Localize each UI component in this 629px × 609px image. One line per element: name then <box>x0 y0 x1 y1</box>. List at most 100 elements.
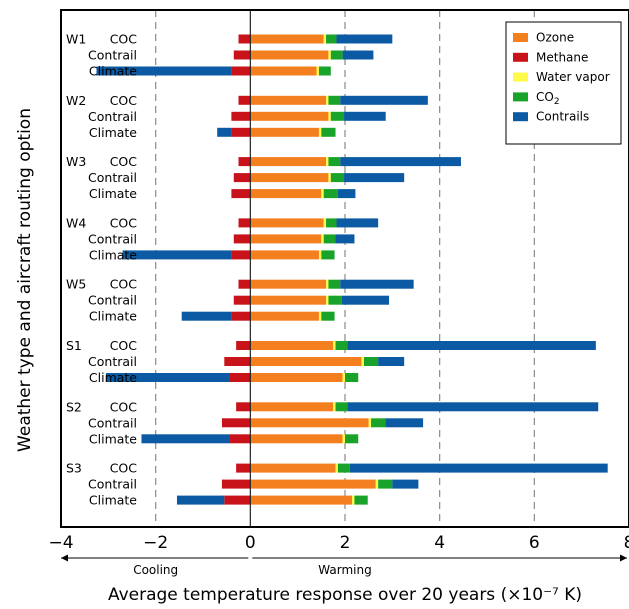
bar-contrails <box>341 295 390 305</box>
bar-ozone <box>250 311 319 321</box>
bar-ozone <box>250 463 336 473</box>
bar-co2 <box>321 311 335 321</box>
row-label-option: Contrail <box>88 231 137 246</box>
legend-label: Ozone <box>536 31 574 45</box>
cooling-arrowhead <box>61 554 68 562</box>
row-label-option: Contrail <box>88 354 137 369</box>
bar-co2 <box>354 495 368 505</box>
bar-methane <box>236 341 251 350</box>
bar-co2 <box>328 95 341 105</box>
row-label-weather: W3 <box>66 154 86 169</box>
bar-ozone <box>250 95 327 105</box>
bar-contrails <box>340 95 428 105</box>
bar-methane <box>229 373 251 382</box>
bar-co2 <box>328 279 341 289</box>
row-label-option: COC <box>110 215 138 230</box>
plot-frame <box>60 9 629 528</box>
legend-swatch <box>513 33 528 42</box>
legend-label: CO2 <box>536 90 560 107</box>
row-label-option: Contrail <box>88 293 137 308</box>
row-label-option: Contrail <box>88 170 137 185</box>
bar-water-vapor <box>321 189 324 199</box>
bar-ozone <box>250 218 324 228</box>
x-tick-label: −4 <box>48 533 73 553</box>
bar-methane <box>231 189 251 199</box>
x-tick-label: 4 <box>434 533 445 553</box>
x-tick-label: 6 <box>529 533 540 553</box>
bar-methane <box>231 111 251 121</box>
bar-methane <box>231 127 251 137</box>
bar-water-vapor <box>318 127 322 137</box>
row-label-option: COC <box>110 461 138 476</box>
bar-contrails <box>105 373 230 382</box>
x-tick-label: 8 <box>624 533 629 553</box>
x-tick-label: 0 <box>245 533 256 553</box>
cooling-label: Cooling <box>133 563 178 577</box>
legend-box <box>505 21 622 145</box>
row-label-option: Contrail <box>88 477 137 492</box>
bar-co2 <box>345 434 359 444</box>
bar-ozone <box>250 373 343 382</box>
bar-methane <box>233 295 251 305</box>
bar-co2 <box>363 357 379 366</box>
bar-methane <box>231 311 251 321</box>
row-label-weather: S2 <box>66 399 82 414</box>
bar-contrails <box>340 279 414 289</box>
bar-water-vapor <box>342 373 345 382</box>
bar-water-vapor <box>333 341 336 350</box>
bar-water-vapor <box>352 495 355 505</box>
row-label-option: Climate <box>89 431 137 446</box>
bar-contrails <box>347 341 596 350</box>
bar-contrails <box>141 434 230 444</box>
bar-co2 <box>335 402 348 412</box>
bar-water-vapor <box>323 218 327 228</box>
legend-swatch <box>513 92 528 102</box>
bar-ozone <box>250 479 376 489</box>
bar-co2 <box>335 341 348 350</box>
bar-methane <box>238 34 251 44</box>
row-label-option: Climate <box>89 64 137 79</box>
row-label-weather: W2 <box>66 93 86 108</box>
row-label-weather: W4 <box>66 215 86 230</box>
bar-methane <box>224 357 251 366</box>
row-label-option: COC <box>110 399 138 414</box>
bar-contrails <box>122 250 232 260</box>
bar-water-vapor <box>342 434 345 444</box>
bar-methane <box>233 173 251 183</box>
x-tick-labels: −4 −2 0 2 4 6 8 <box>48 533 629 553</box>
row-label-option: Contrail <box>88 415 137 430</box>
bar-water-vapor <box>328 173 331 183</box>
row-label-option: Climate <box>89 247 137 262</box>
bar-co2 <box>330 173 345 183</box>
bar-contrails <box>347 402 599 412</box>
bar-methane <box>238 157 251 167</box>
row-label-option: COC <box>110 32 138 47</box>
row-label-option: Climate <box>89 370 137 385</box>
bar-water-vapor <box>333 402 336 412</box>
row-label-weather: S3 <box>66 461 82 476</box>
bar-water-vapor <box>318 311 322 321</box>
bar-methane <box>233 50 251 60</box>
bar-ozone <box>250 234 322 244</box>
bar-methane <box>238 218 251 228</box>
bar-methane <box>221 479 251 489</box>
bar-contrails <box>181 311 232 321</box>
row-label-option: COC <box>110 338 138 353</box>
bar-contrails <box>217 127 232 137</box>
bar-methane <box>224 495 251 505</box>
bar-contrails <box>344 173 405 183</box>
bar-methane <box>238 95 251 105</box>
bar-methane <box>221 418 251 428</box>
bar-ozone <box>250 402 334 412</box>
bar-co2 <box>323 234 336 244</box>
bar-ozone <box>250 127 319 137</box>
bar-co2 <box>378 479 393 489</box>
bar-contrails <box>336 218 379 228</box>
bar-water-vapor <box>328 111 331 121</box>
bar-ozone <box>250 50 329 60</box>
bar-contrails <box>96 66 232 76</box>
bar-ozone <box>250 434 343 444</box>
bar-ozone <box>250 189 322 199</box>
legend-swatch <box>513 72 528 82</box>
